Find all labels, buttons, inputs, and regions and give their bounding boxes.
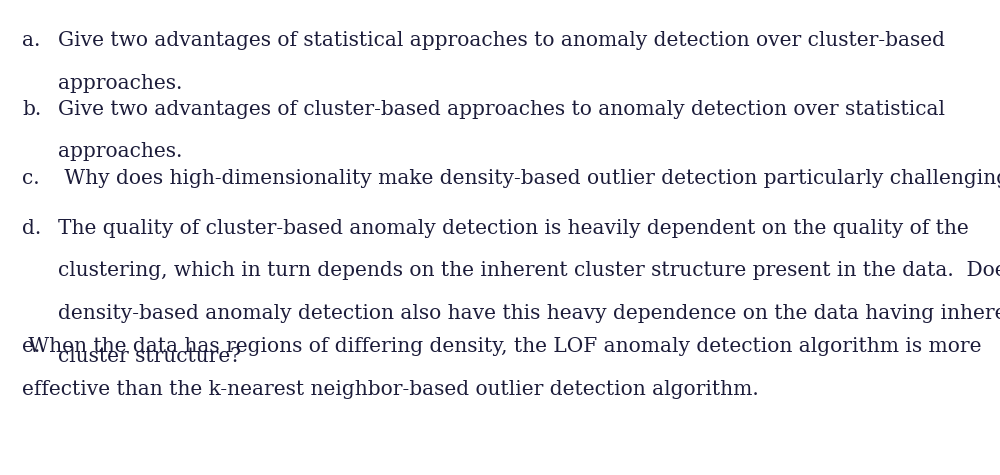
Text: approaches.: approaches. bbox=[58, 142, 182, 162]
Text: d.: d. bbox=[22, 218, 41, 238]
Text: a.: a. bbox=[22, 31, 40, 50]
Text: c.: c. bbox=[22, 169, 40, 188]
Text: When the data has regions of differing density, the LOF anomaly detection algori: When the data has regions of differing d… bbox=[22, 337, 982, 356]
Text: density-based anomaly detection also have this heavy dependence on the data havi: density-based anomaly detection also hav… bbox=[58, 304, 1000, 323]
Text: e.: e. bbox=[22, 337, 40, 356]
Text: b.: b. bbox=[22, 100, 41, 119]
Text: Why does high-dimensionality make density-based outlier detection particularly c: Why does high-dimensionality make densit… bbox=[58, 169, 1000, 188]
Text: approaches.: approaches. bbox=[58, 74, 182, 93]
Text: effective than the k-nearest neighbor-based outlier detection algorithm.: effective than the k-nearest neighbor-ba… bbox=[22, 380, 759, 399]
Text: cluster structure?: cluster structure? bbox=[58, 347, 241, 366]
Text: Give two advantages of statistical approaches to anomaly detection over cluster-: Give two advantages of statistical appro… bbox=[58, 31, 945, 50]
Text: clustering, which in turn depends on the inherent cluster structure present in t: clustering, which in turn depends on the… bbox=[58, 261, 1000, 280]
Text: The quality of cluster-based anomaly detection is heavily dependent on the quali: The quality of cluster-based anomaly det… bbox=[58, 218, 969, 238]
Text: Give two advantages of cluster-based approaches to anomaly detection over statis: Give two advantages of cluster-based app… bbox=[58, 100, 945, 119]
